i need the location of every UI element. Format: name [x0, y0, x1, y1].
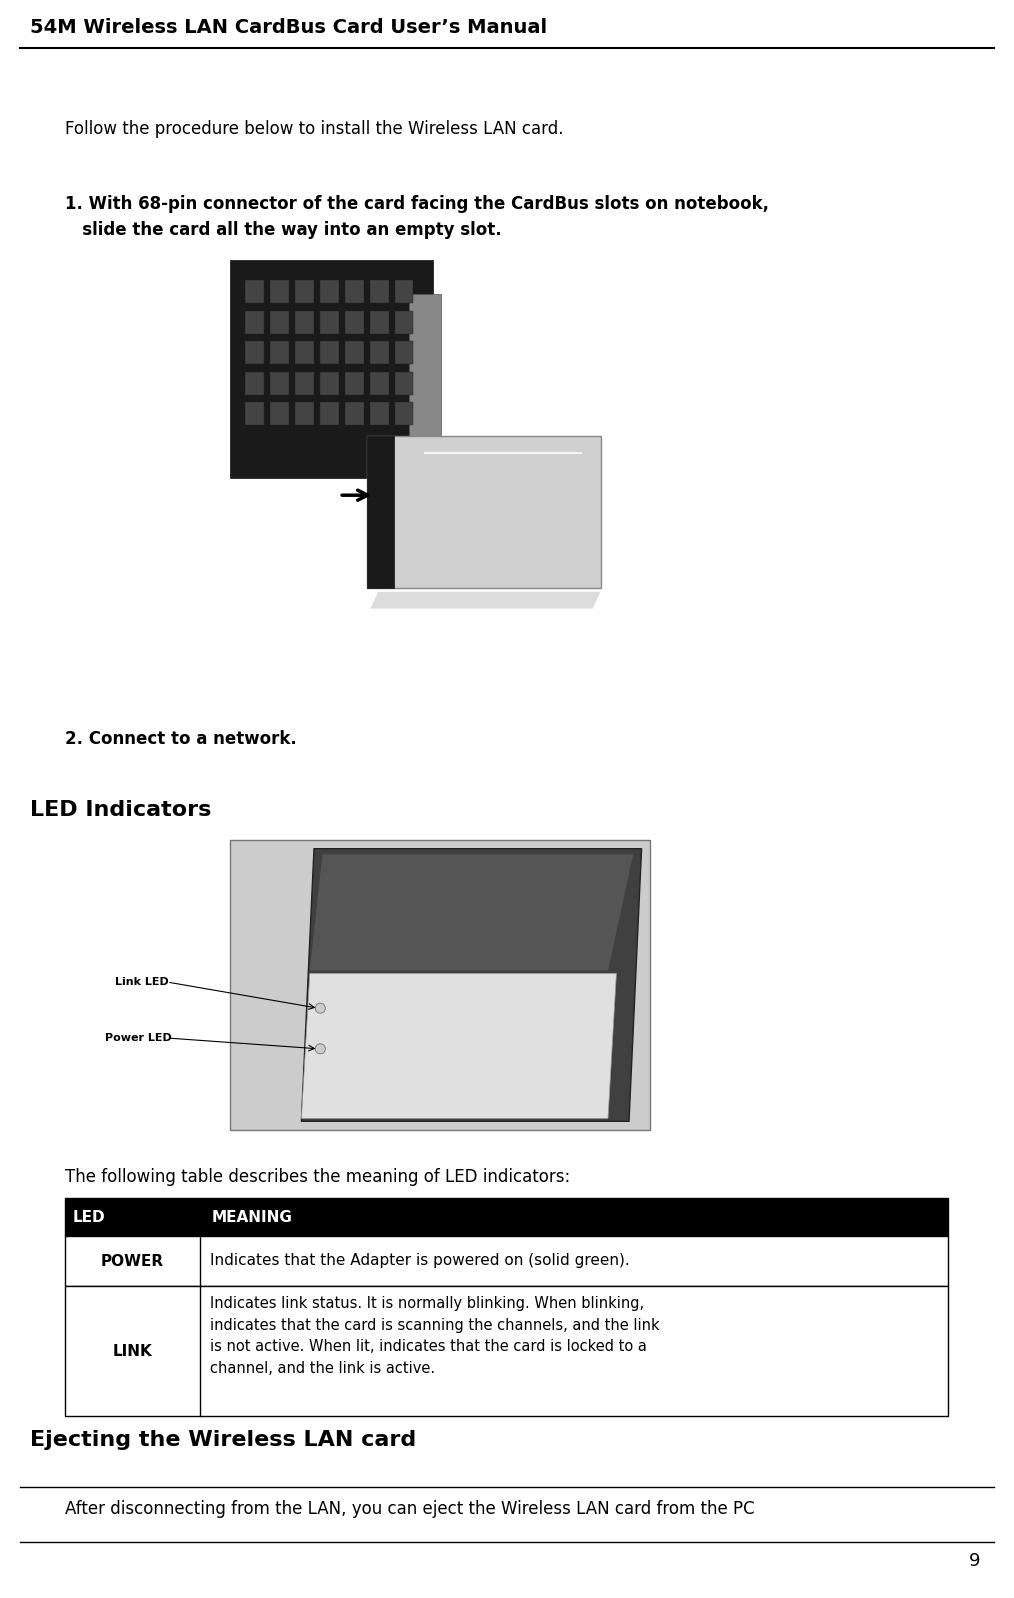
- Text: Follow the procedure below to install the Wireless LAN card.: Follow the procedure below to install th…: [65, 120, 564, 137]
- Bar: [319, 280, 339, 304]
- Text: 2. Connect to a network.: 2. Connect to a network.: [65, 730, 297, 748]
- Polygon shape: [366, 436, 600, 588]
- Bar: [270, 372, 289, 395]
- Text: Indicates link status. It is normally blinking. When blinking,
indicates that th: Indicates link status. It is normally bl…: [210, 1296, 660, 1376]
- Bar: [245, 340, 264, 364]
- Circle shape: [315, 1043, 325, 1053]
- Bar: [295, 310, 313, 334]
- Bar: [295, 280, 313, 304]
- Polygon shape: [370, 591, 600, 609]
- Text: 54M Wireless LAN CardBus Card User’s Manual: 54M Wireless LAN CardBus Card User’s Man…: [30, 18, 548, 37]
- Bar: [394, 310, 414, 334]
- Polygon shape: [366, 436, 393, 588]
- Bar: [345, 372, 364, 395]
- Bar: [65, 1286, 948, 1416]
- Text: 1. With 68-pin connector of the card facing the CardBus slots on notebook,: 1. With 68-pin connector of the card fac…: [65, 195, 769, 213]
- Text: POWER: POWER: [101, 1253, 164, 1269]
- Bar: [245, 403, 264, 425]
- Bar: [394, 372, 414, 395]
- Bar: [345, 403, 364, 425]
- Bar: [319, 372, 339, 395]
- Text: The following table describes the meaning of LED indicators:: The following table describes the meanin…: [65, 1168, 570, 1186]
- Text: Link LED: Link LED: [115, 976, 168, 988]
- Text: LED: LED: [73, 1210, 105, 1224]
- Bar: [270, 403, 289, 425]
- Bar: [370, 372, 388, 395]
- Bar: [295, 340, 313, 364]
- Bar: [370, 403, 388, 425]
- Bar: [245, 372, 264, 395]
- Bar: [295, 403, 313, 425]
- Circle shape: [315, 1004, 325, 1013]
- Bar: [270, 280, 289, 304]
- Bar: [245, 310, 264, 334]
- Polygon shape: [310, 855, 633, 970]
- Bar: [230, 841, 650, 1130]
- Bar: [65, 1198, 948, 1235]
- Polygon shape: [301, 849, 642, 1122]
- Bar: [319, 403, 339, 425]
- Bar: [370, 340, 388, 364]
- Text: Indicates that the Adapter is powered on (solid green).: Indicates that the Adapter is powered on…: [210, 1253, 630, 1269]
- Text: LINK: LINK: [113, 1344, 152, 1358]
- Text: MEANING: MEANING: [212, 1210, 293, 1224]
- Bar: [370, 280, 388, 304]
- Bar: [319, 340, 339, 364]
- Bar: [270, 310, 289, 334]
- Bar: [370, 310, 388, 334]
- Bar: [270, 340, 289, 364]
- Text: Power LED: Power LED: [105, 1032, 171, 1043]
- Text: 9: 9: [968, 1552, 980, 1569]
- Bar: [394, 280, 414, 304]
- Text: Ejecting the Wireless LAN card: Ejecting the Wireless LAN card: [30, 1430, 417, 1449]
- Bar: [65, 1235, 948, 1286]
- Bar: [345, 310, 364, 334]
- Text: After disconnecting from the LAN, you can eject the Wireless LAN card from the P: After disconnecting from the LAN, you ca…: [65, 1501, 754, 1518]
- Text: LED Indicators: LED Indicators: [30, 801, 211, 820]
- Text: slide the card all the way into an empty slot.: slide the card all the way into an empty…: [65, 221, 502, 240]
- Bar: [319, 310, 339, 334]
- Bar: [345, 280, 364, 304]
- Polygon shape: [301, 973, 617, 1119]
- Bar: [394, 403, 414, 425]
- Polygon shape: [410, 294, 441, 491]
- Bar: [245, 280, 264, 304]
- Bar: [295, 372, 313, 395]
- Polygon shape: [230, 260, 433, 478]
- Bar: [394, 340, 414, 364]
- Bar: [345, 340, 364, 364]
